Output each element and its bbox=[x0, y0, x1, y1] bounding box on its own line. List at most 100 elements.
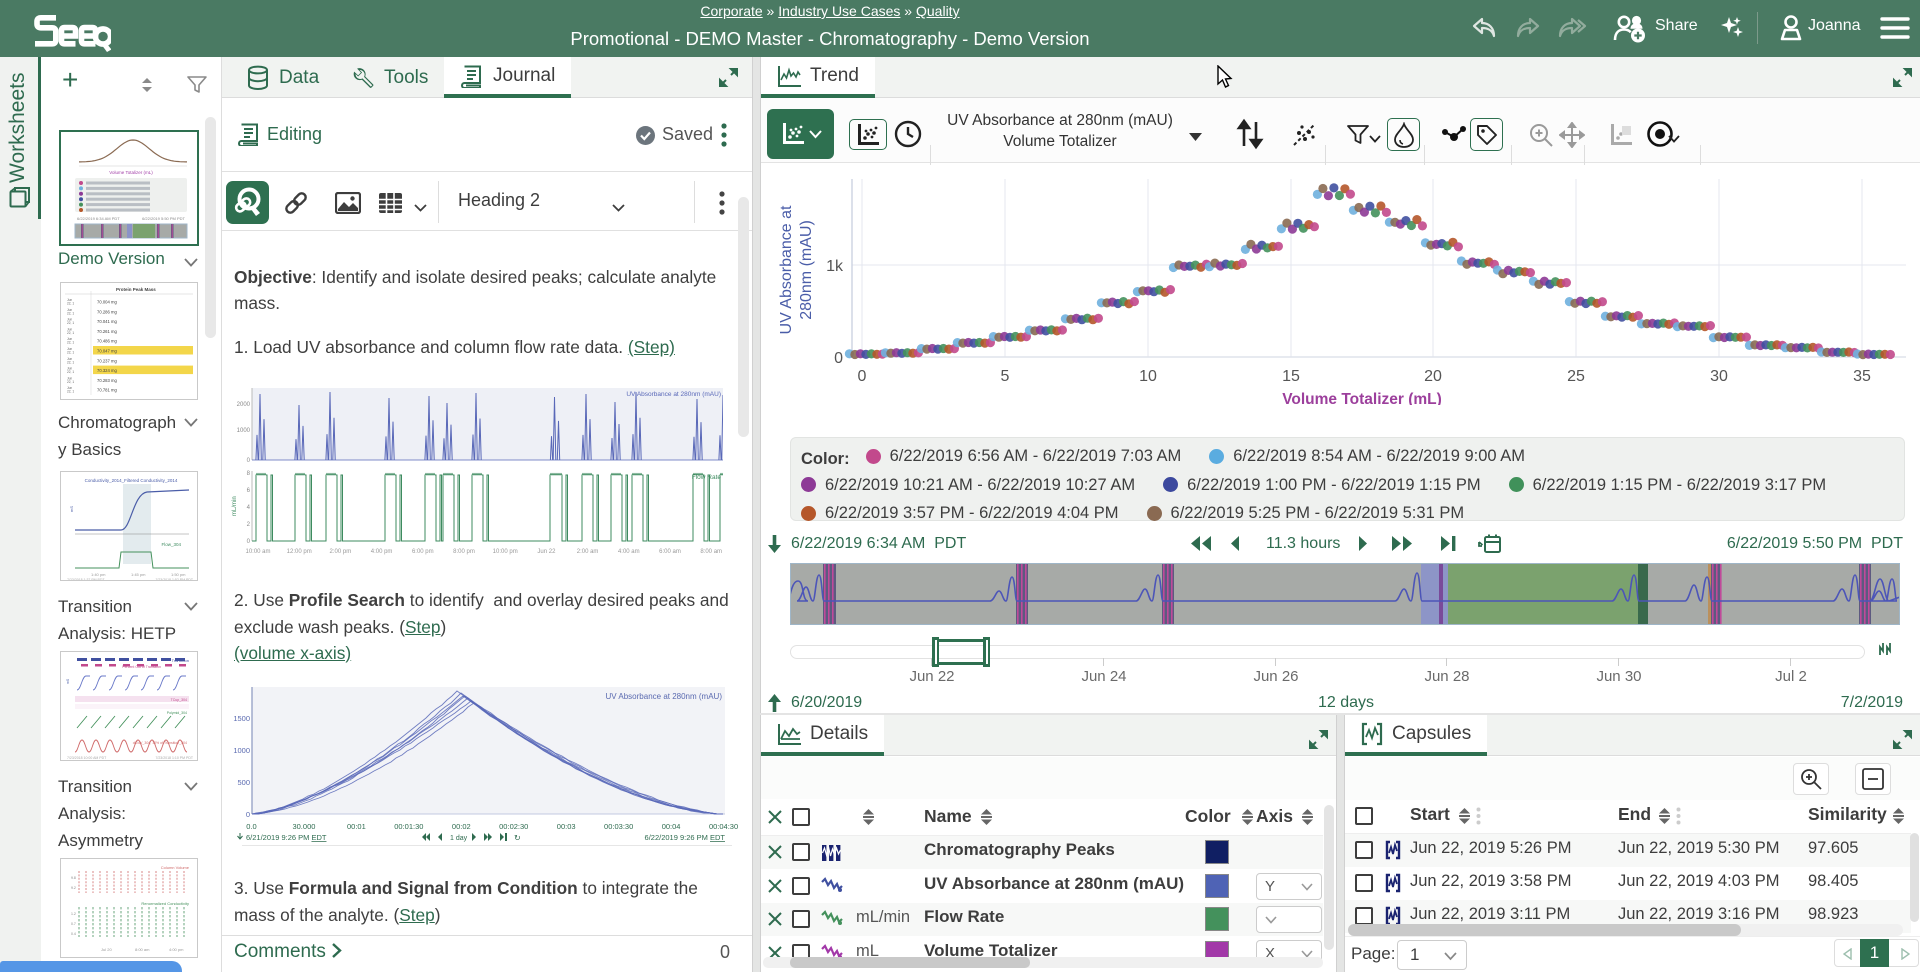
svg-text:1500: 1500 bbox=[233, 714, 250, 723]
svg-text:70.047 mg: 70.047 mg bbox=[97, 349, 117, 354]
svg-text:1000: 1000 bbox=[233, 746, 250, 755]
svg-text:22, 1: 22, 1 bbox=[67, 390, 74, 394]
svg-text:30: 30 bbox=[1710, 368, 1728, 385]
svg-text:2: 2 bbox=[247, 522, 251, 528]
svg-text:70.004 mg: 70.004 mg bbox=[97, 300, 117, 305]
svg-text:4:00 pm: 4:00 pm bbox=[169, 947, 184, 952]
svg-text:9.2: 9.2 bbox=[71, 886, 76, 890]
svg-text:10:00 pm: 10:00 pm bbox=[493, 549, 518, 555]
svg-text:00:03: 00:03 bbox=[557, 822, 576, 831]
svg-text:6/22/2019 6:34 AM PDT: 6/22/2019 6:34 AM PDT bbox=[77, 216, 120, 221]
svg-text:7/23/2018 1:52 PM PDT: 7/23/2018 1:52 PM PDT bbox=[155, 578, 193, 581]
svg-text:7/23/2018 1:10 PM PDT: 7/23/2018 1:10 PM PDT bbox=[155, 756, 193, 760]
svg-text:7/23/2018 10:00 AM PDT: 7/23/2018 10:00 AM PDT bbox=[67, 756, 107, 760]
svg-text:mS: mS bbox=[66, 678, 70, 684]
svg-text:0: 0 bbox=[834, 350, 843, 367]
svg-text:00:02:30: 00:02:30 bbox=[499, 822, 528, 831]
svg-text:8:00 am: 8:00 am bbox=[135, 947, 150, 952]
svg-text:6/22/2019 9:26 PM EDT: 6/22/2019 9:26 PM EDT bbox=[645, 833, 726, 842]
svg-text:Flow_304: Flow_304 bbox=[161, 542, 181, 547]
svg-text:00:04: 00:04 bbox=[662, 822, 681, 831]
svg-text:22, 1: 22, 1 bbox=[67, 302, 74, 306]
svg-text:4: 4 bbox=[247, 505, 251, 511]
svg-text:70.324 mg: 70.324 mg bbox=[97, 368, 117, 373]
svg-text:7/23/2018 1:37 PM PDT: 7/23/2018 1:37 PM PDT bbox=[67, 578, 105, 581]
svg-text:22, 1: 22, 1 bbox=[67, 321, 74, 325]
svg-text:1000: 1000 bbox=[237, 428, 251, 434]
svg-text:00:03:30: 00:03:30 bbox=[604, 822, 633, 831]
svg-text:22, 1: 22, 1 bbox=[67, 341, 74, 345]
svg-text:280nm (mAU): 280nm (mAU) bbox=[798, 220, 815, 320]
svg-text:6/21/2019 9:26 PM EDT: 6/21/2019 9:26 PM EDT bbox=[246, 833, 327, 842]
svg-text:0.0: 0.0 bbox=[246, 822, 256, 831]
svg-text:00:01: 00:01 bbox=[347, 822, 366, 831]
svg-text:22, 1: 22, 1 bbox=[67, 351, 74, 355]
svg-text:22, 1: 22, 1 bbox=[67, 370, 74, 374]
svg-text:4:00 pm: 4:00 pm bbox=[371, 549, 393, 555]
svg-text:0: 0 bbox=[247, 539, 251, 545]
svg-text:2:00 am: 2:00 am bbox=[577, 549, 599, 555]
svg-text:12:00 pm: 12:00 pm bbox=[287, 549, 312, 555]
svg-text:22, 1: 22, 1 bbox=[67, 360, 74, 364]
svg-text:mL/min: mL/min bbox=[232, 496, 238, 516]
svg-text:22, 1: 22, 1 bbox=[67, 380, 74, 384]
svg-text:UV Absorbance at 280nm (mAU): UV Absorbance at 280nm (mAU) bbox=[626, 391, 721, 398]
svg-text:1 day: 1 day bbox=[450, 835, 468, 842]
svg-text:UV Absorbance at 280nm (mAU): UV Absorbance at 280nm (mAU) bbox=[606, 692, 723, 701]
svg-text:TCup_304: TCup_304 bbox=[171, 698, 187, 702]
svg-text:70.286 mg: 70.286 mg bbox=[97, 309, 117, 314]
svg-text:Jun: Jun bbox=[67, 308, 72, 312]
svg-text:70.283 mg: 70.283 mg bbox=[97, 378, 117, 383]
svg-text:30.000: 30.000 bbox=[292, 822, 315, 831]
svg-text:Jul 20: Jul 20 bbox=[101, 947, 112, 952]
svg-text:dC/dV_304, 10% of Transition_3: dC/dV_304, 10% of Transition_304 bbox=[133, 741, 187, 745]
svg-text:6:00 am: 6:00 am bbox=[659, 549, 681, 555]
svg-text:9.8: 9.8 bbox=[71, 876, 76, 880]
svg-text:00:01:30: 00:01:30 bbox=[394, 822, 423, 831]
svg-text:1:45 pm: 1:45 pm bbox=[131, 572, 146, 577]
svg-text:500: 500 bbox=[237, 778, 250, 787]
svg-text:Jun: Jun bbox=[67, 386, 72, 390]
svg-text:Renormalized Conductivity: Renormalized Conductivity bbox=[141, 901, 189, 906]
svg-text:00:04:30: 00:04:30 bbox=[709, 822, 738, 831]
svg-text:35: 35 bbox=[1853, 368, 1871, 385]
svg-text:8:00 am: 8:00 am bbox=[700, 549, 722, 555]
svg-text:25: 25 bbox=[1567, 368, 1585, 385]
svg-text:0.4: 0.4 bbox=[71, 932, 76, 936]
svg-text:Jun: Jun bbox=[67, 337, 72, 341]
svg-text:70.486 mg: 70.486 mg bbox=[97, 339, 117, 344]
svg-text:5: 5 bbox=[1001, 368, 1010, 385]
svg-text:22, 1: 22, 1 bbox=[67, 311, 74, 315]
svg-text:Jun: Jun bbox=[67, 357, 72, 361]
svg-text:UV Absorbance at: UV Absorbance at bbox=[778, 205, 795, 335]
svg-text:15: 15 bbox=[1282, 368, 1300, 385]
svg-text:Jun: Jun bbox=[67, 376, 72, 380]
svg-text:8:00 pm: 8:00 pm bbox=[453, 549, 475, 555]
svg-text:8: 8 bbox=[247, 471, 251, 477]
svg-text:0: 0 bbox=[246, 810, 250, 819]
svg-text:Jun: Jun bbox=[67, 347, 72, 351]
svg-text:0: 0 bbox=[247, 458, 251, 464]
svg-text:Column Volume: Column Volume bbox=[161, 865, 190, 870]
svg-text:1:40 pm: 1:40 pm bbox=[91, 572, 106, 577]
svg-text:Percent Out of Transition: Percent Out of Transition bbox=[122, 665, 161, 669]
svg-text:70.237 mg: 70.237 mg bbox=[97, 358, 117, 363]
svg-text:Volume Totalizer (mL): Volume Totalizer (mL) bbox=[1282, 391, 1442, 405]
svg-text:mS: mS bbox=[69, 506, 74, 512]
svg-text:22, 1: 22, 1 bbox=[67, 331, 74, 335]
svg-text:Flow Rate: Flow Rate bbox=[692, 474, 722, 481]
svg-text:6: 6 bbox=[247, 488, 251, 494]
svg-text:70.041 mg: 70.041 mg bbox=[97, 319, 117, 324]
svg-text:20: 20 bbox=[1424, 368, 1442, 385]
svg-text:4:00 am: 4:00 am bbox=[618, 549, 640, 555]
svg-text:Volume Totalizer (mL): Volume Totalizer (mL) bbox=[109, 170, 153, 175]
svg-text:Jun: Jun bbox=[67, 367, 72, 371]
svg-text:Jun: Jun bbox=[67, 298, 72, 302]
svg-text:70.781 mg: 70.781 mg bbox=[97, 388, 117, 393]
svg-text:2:00 pm: 2:00 pm bbox=[330, 549, 352, 555]
svg-text:0: 0 bbox=[858, 368, 867, 385]
svg-text:Jun 22: Jun 22 bbox=[537, 549, 556, 555]
svg-text:6/22/2019 5:50 PM PDT: 6/22/2019 5:50 PM PDT bbox=[142, 216, 185, 221]
svg-text:00:02: 00:02 bbox=[452, 822, 471, 831]
svg-text:↻: ↻ bbox=[514, 834, 521, 843]
